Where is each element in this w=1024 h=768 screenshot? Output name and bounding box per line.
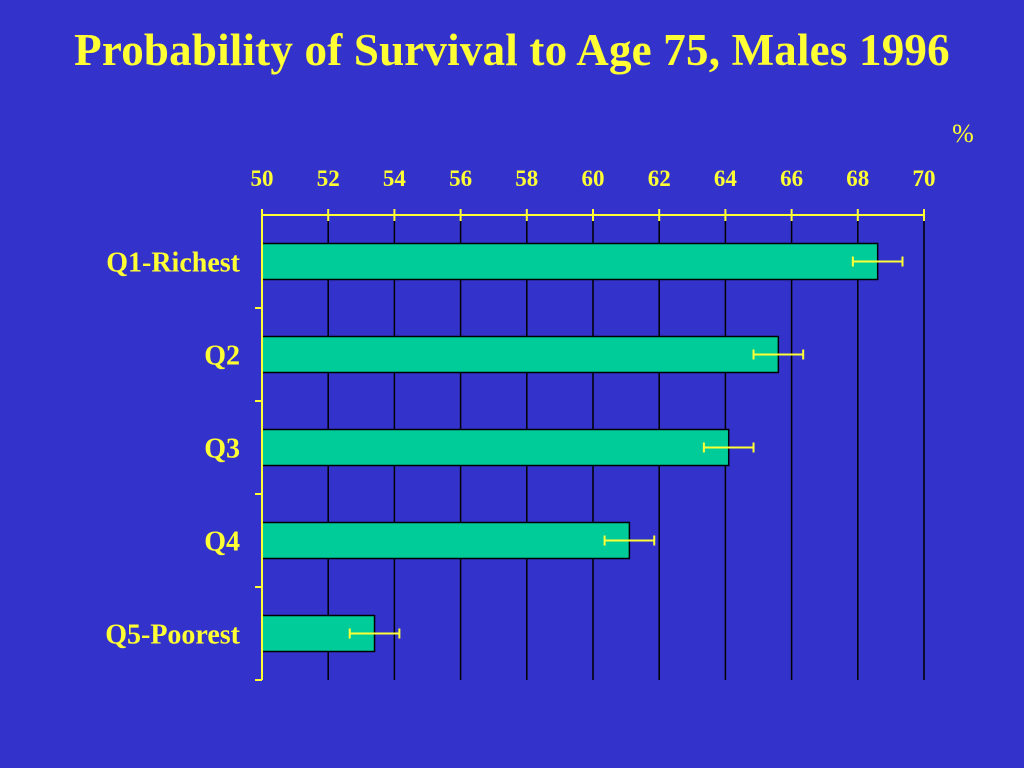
unit-label: % [952,119,974,148]
error-bars [348,256,904,639]
x-tick-label: 52 [317,166,340,191]
category-label: Q3 [204,434,240,465]
x-tick-label: 56 [449,166,472,191]
x-tick-label: 64 [714,166,738,191]
labels: 50 52 54 56 58 60 62 64 66 68 70% Q1-Richest Q2 Q3 Q4 Q… [105,119,974,651]
axes [255,209,925,681]
x-tick-label: 58 [515,166,538,191]
x-tick-label: 68 [846,166,869,191]
bar [261,521,631,560]
bar [261,242,879,281]
x-tick-label: 50 [251,166,274,191]
x-tick-label: 62 [648,166,671,191]
x-tick-label: 70 [913,166,936,191]
x-tick-label: 60 [582,166,605,191]
category-label: Q5-Poorest [105,620,240,651]
category-label: Q1-Richest [106,248,240,279]
bars [261,242,879,653]
chart-title: Probability of Survival to Age 75, Males… [74,25,950,75]
category-label: Q4 [204,527,240,558]
bar [261,428,730,467]
x-tick-label: 54 [383,166,407,191]
bar [261,335,780,374]
category-label: Q2 [204,341,240,372]
x-tick-label: 66 [780,166,803,191]
